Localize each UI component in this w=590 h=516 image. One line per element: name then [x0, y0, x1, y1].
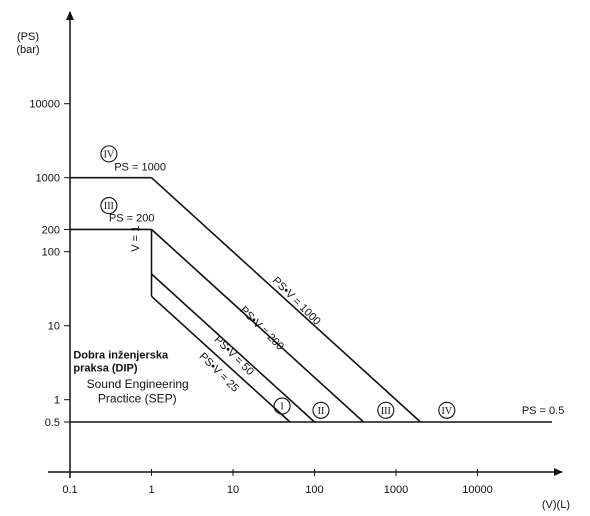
- x-tick-label: 10: [227, 484, 239, 496]
- y-tick-label: 10000: [29, 99, 60, 111]
- category-circle: [377, 401, 395, 419]
- series-lines: [70, 176, 552, 423]
- category-marker-iii: III: [100, 197, 118, 215]
- category-marker-ii: II: [312, 401, 330, 419]
- category-label: I: [280, 402, 283, 413]
- x-axis-label: (V)(L): [542, 499, 570, 511]
- y-tick-label: 100: [42, 247, 60, 259]
- category-circle: [438, 401, 456, 419]
- category-marker-iii: III: [377, 401, 395, 419]
- category-circle: [273, 397, 291, 415]
- x-tick-label: 1: [148, 484, 154, 496]
- y-tick-label: 200: [42, 224, 60, 236]
- x-tick-label: 1000: [384, 484, 408, 496]
- axis-ticks: 0.1 1 10 100 1000 10000 0.5 1 10 100 200 1000 10000: [29, 99, 492, 496]
- category-marker-iv: IV: [100, 145, 118, 163]
- y-tick-label: 1: [54, 395, 60, 407]
- axes: [48, 11, 563, 478]
- y-axis-label: (PS)(bar): [16, 31, 39, 56]
- y-axis-label-line: (PS): [17, 31, 39, 43]
- category-label: IV: [104, 149, 115, 160]
- y-tick-label: 0.5: [45, 417, 60, 429]
- line-label-ps-1000: PS = 1000: [114, 161, 166, 173]
- category-label: II: [318, 406, 325, 417]
- series-line-ps-v-1000: [150, 177, 422, 423]
- line-label-ps-0-5: PS = 0.5: [522, 405, 565, 417]
- category-marker-i: I: [273, 397, 291, 415]
- category-label: III: [104, 201, 114, 212]
- category-marker-iv: IV: [438, 401, 456, 419]
- x-tick-label: 0.1: [62, 484, 77, 496]
- line-label-ps-v-1000: PS•V = 1000: [270, 275, 323, 328]
- category-circle: [100, 145, 118, 163]
- category-circle: [312, 401, 330, 419]
- category-circle: [100, 197, 118, 215]
- series-line-ps-v-25: [150, 295, 291, 423]
- line-label-ps-200: PS = 200: [109, 213, 155, 225]
- line-label-v-1: V = 1: [130, 226, 142, 252]
- y-tick-label: 1000: [36, 173, 60, 185]
- y-axis-label-line: (bar): [16, 44, 39, 56]
- x-tick-label: 10000: [462, 484, 493, 496]
- annotation-text: Dobra inženjerska: [73, 350, 169, 362]
- y-tick-label: 10: [48, 321, 60, 333]
- category-label: III: [381, 406, 391, 417]
- category-label: IV: [442, 406, 453, 417]
- line-label-ps-v-200: PS•V = 200: [237, 304, 286, 353]
- annotation-text: praksa (DIP): [73, 363, 138, 375]
- annotation-text: Sound Engineering: [87, 377, 189, 391]
- series-line-ps-v-200: [150, 228, 365, 423]
- annotation-text: Practice (SEP): [98, 391, 177, 405]
- x-tick-label: 100: [305, 484, 323, 496]
- series-line-ps-v-50: [150, 273, 316, 423]
